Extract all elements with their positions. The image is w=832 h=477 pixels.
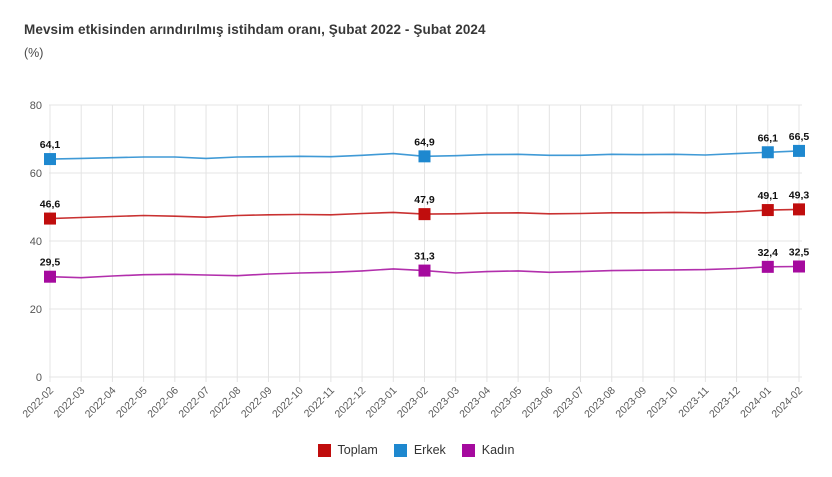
x-axis-tick-label: 2023-04: [457, 385, 493, 421]
data-point-marker-erkek: [761, 146, 774, 159]
data-point-label: 64,9: [414, 136, 435, 148]
y-axis-tick-label: 0: [36, 372, 42, 384]
data-point-label: 49,1: [758, 190, 779, 202]
x-axis-tick-label: 2022-03: [52, 385, 88, 421]
data-point-marker-toplam: [418, 208, 431, 221]
x-axis-tick-label: 2022-05: [114, 385, 150, 421]
x-axis-tick-label: 2022-02: [20, 385, 56, 421]
chart-subtitle: (%): [24, 46, 44, 60]
data-point-marker-kadın: [761, 260, 774, 273]
legend-label-kadin: Kadın: [481, 443, 515, 457]
data-point-label: 29,5: [40, 257, 61, 269]
x-axis-tick-label: 2022-12: [332, 385, 368, 421]
legend-item-kadin[interactable]: Kadın: [461, 443, 515, 457]
plot-area: 0204060802022-022022-032022-042022-05202…: [20, 100, 810, 421]
x-axis-tick-label: 2023-10: [645, 385, 681, 421]
data-point-label: 66,5: [789, 131, 810, 143]
legend-label-erkek: Erkek: [413, 443, 446, 457]
legend-item-erkek[interactable]: Erkek: [393, 443, 446, 457]
erkek-swatch-icon: [393, 443, 407, 457]
kadin-swatch-icon: [461, 443, 475, 457]
data-point-marker-erkek: [793, 144, 805, 157]
x-axis-tick-label: 2022-04: [83, 385, 119, 421]
legend-item-toplam[interactable]: Toplam: [317, 443, 378, 457]
data-point-marker-toplam: [44, 212, 56, 225]
data-point-label: 46,6: [40, 199, 61, 211]
data-point-marker-kadın: [44, 270, 56, 283]
x-axis-tick-label: 2023-08: [582, 385, 618, 421]
x-axis-tick-label: 2023-12: [707, 385, 743, 421]
data-point-label: 32,4: [758, 247, 779, 259]
x-axis-tick-label: 2023-03: [426, 385, 462, 421]
data-point-marker-erkek: [418, 150, 431, 163]
data-point-marker-kadın: [418, 264, 431, 277]
x-axis-tick-label: 2022-10: [270, 385, 306, 421]
data-point-marker-toplam: [793, 203, 805, 216]
legend: Toplam Erkek Kadın: [0, 443, 832, 457]
data-point-label: 31,3: [414, 251, 435, 263]
x-axis-tick-label: 2023-11: [676, 385, 711, 420]
data-point-label: 66,1: [758, 132, 779, 144]
y-axis-tick-label: 20: [30, 304, 42, 316]
x-axis-tick-label: 2024-02: [769, 385, 805, 421]
x-axis-tick-label: 2024-01: [738, 385, 774, 421]
y-axis-tick-label: 40: [30, 236, 42, 248]
x-axis-tick-label: 2022-11: [302, 385, 337, 420]
legend-label-toplam: Toplam: [337, 443, 378, 457]
x-axis-tick-label: 2023-05: [489, 385, 525, 421]
x-axis-tick-label: 2023-02: [395, 385, 431, 421]
data-point-label: 49,3: [789, 189, 810, 201]
chart-title: Mevsim etkisinden arındırılmış istihdam …: [24, 22, 486, 37]
x-axis-tick-label: 2023-07: [551, 385, 587, 421]
data-point-label: 47,9: [414, 194, 435, 206]
x-axis-tick-label: 2022-06: [145, 385, 181, 421]
x-axis-tick-label: 2023-09: [613, 385, 649, 421]
data-point-label: 32,5: [789, 247, 810, 259]
y-axis-tick-label: 80: [30, 100, 42, 112]
x-axis-tick-label: 2023-06: [520, 385, 556, 421]
data-point-marker-erkek: [44, 153, 56, 166]
data-point-marker-kadın: [793, 260, 805, 273]
toplam-swatch-icon: [317, 443, 331, 457]
x-axis-tick-label: 2022-08: [208, 385, 244, 421]
data-point-marker-toplam: [761, 204, 774, 217]
x-axis-tick-label: 2023-01: [364, 385, 400, 421]
x-axis-tick-label: 2022-09: [239, 385, 275, 421]
x-axis-tick-label: 2022-07: [176, 385, 212, 421]
data-point-label: 64,1: [40, 139, 61, 151]
y-axis-tick-label: 60: [30, 168, 42, 180]
